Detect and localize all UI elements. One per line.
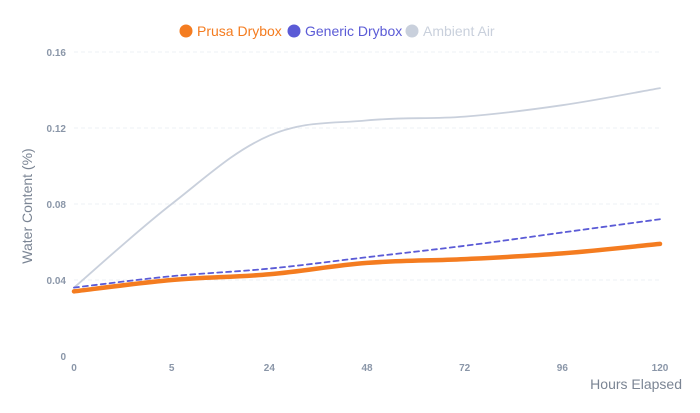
legend: Prusa Drybox Generic Drybox Ambient Air [179, 23, 495, 39]
legend-label: Ambient Air [423, 23, 495, 39]
y-tick-label: 0.08 [47, 200, 67, 211]
y-axis-title: Water Content (%) [19, 148, 35, 263]
legend-item[interactable]: Ambient Air [405, 23, 495, 39]
x-tick-label: 96 [557, 363, 569, 374]
gridlines [74, 51, 660, 281]
x-tick-label: 0 [71, 363, 77, 374]
y-tick-label: 0 [60, 352, 66, 363]
y-tick-label: 0.12 [47, 124, 67, 135]
legend-swatch [287, 24, 301, 38]
y-axis-ticks: 0 0.04 0.08 0.12 0.16 [47, 48, 67, 363]
x-tick-label: 24 [264, 363, 276, 374]
x-tick-label: 5 [169, 363, 175, 374]
x-tick-label: 72 [459, 363, 471, 374]
series-line-ambient-air[interactable] [73, 87, 661, 289]
legend-swatch [179, 24, 193, 38]
series-line-generic-drybox[interactable] [73, 218, 661, 289]
legend-label: Prusa Drybox [197, 23, 282, 39]
series-lines [71, 87, 663, 294]
legend-swatch [405, 24, 419, 38]
x-tick-label: 120 [652, 363, 669, 374]
legend-label: Generic Drybox [305, 23, 402, 39]
series-line-prusa-drybox[interactable] [71, 241, 663, 294]
x-axis-title: Hours Elapsed [590, 376, 682, 392]
legend-item[interactable]: Prusa Drybox [179, 23, 282, 39]
x-axis-ticks: 0 5 24 48 72 96 120 [71, 363, 669, 374]
y-tick-label: 0.04 [47, 276, 67, 287]
y-tick-label: 0.16 [47, 48, 67, 59]
legend-item[interactable]: Generic Drybox [287, 23, 403, 39]
x-tick-label: 48 [361, 363, 373, 374]
